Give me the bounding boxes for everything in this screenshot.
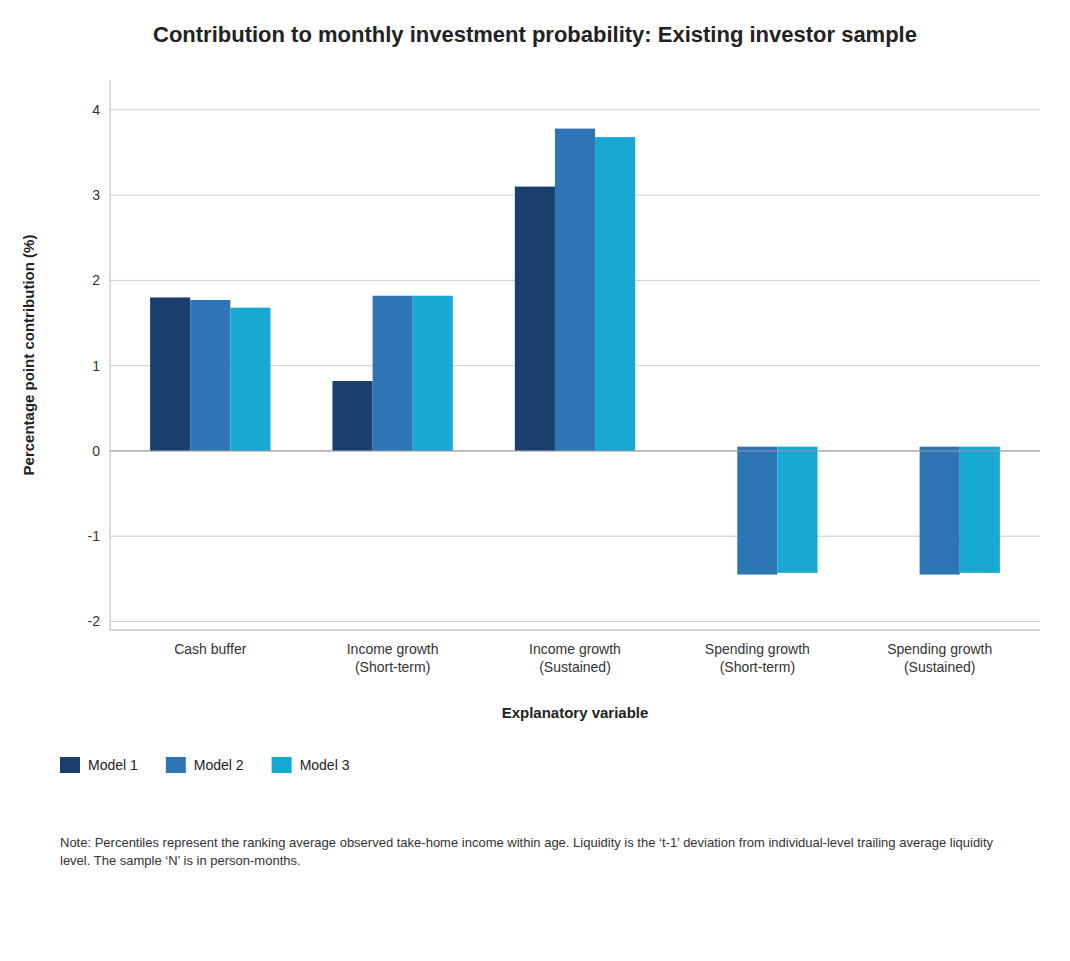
grid-line <box>110 621 1040 622</box>
legend-label: Model 3 <box>300 757 350 773</box>
y-axis-line <box>110 80 111 630</box>
y-tick-label: 0 <box>92 443 100 459</box>
bar <box>595 137 635 451</box>
bar <box>515 187 555 451</box>
bar <box>413 296 453 451</box>
x-tick-label: Income growth (Short-term) <box>347 641 439 675</box>
y-tick-label: 3 <box>92 187 100 203</box>
x-axis-label: Explanatory variable <box>502 704 649 721</box>
bar <box>150 297 190 450</box>
legend-swatch <box>272 757 292 773</box>
x-tick-label-line: (Short-term) <box>720 659 795 675</box>
bar <box>190 300 230 451</box>
x-tick-label-line: Income growth <box>529 641 621 657</box>
bar <box>920 447 960 451</box>
bar <box>777 451 817 573</box>
x-tick-label: Income growth (Sustained) <box>529 641 621 675</box>
bar <box>737 447 777 451</box>
bars <box>150 129 1000 575</box>
x-tick-label: Spending growth (Sustained) <box>887 641 992 675</box>
grid-line <box>110 536 1040 537</box>
bar <box>960 451 1000 573</box>
grid-line <box>110 109 1040 110</box>
legend-swatch <box>60 757 80 773</box>
y-tick-label: 1 <box>92 358 100 374</box>
bar <box>777 447 817 451</box>
x-tick-label: Cash buffer <box>174 641 246 657</box>
title: Contribution to monthly investment proba… <box>153 22 917 47</box>
bar <box>960 447 1000 451</box>
bar <box>555 129 595 451</box>
x-tick-label-line: (Sustained) <box>904 659 976 675</box>
x-tick-label-line: Income growth <box>347 641 439 657</box>
y-tick-label: 4 <box>92 102 100 118</box>
legend-swatch <box>166 757 186 773</box>
y-tick-label: 2 <box>92 272 100 288</box>
x-tick-label-line: (Short-term) <box>355 659 430 675</box>
chart: Contribution to monthly investment proba… <box>0 0 1070 830</box>
bar <box>230 308 270 451</box>
x-tick-label-line: Spending growth <box>887 641 992 657</box>
x-tick-label-line: Cash buffer <box>174 641 246 657</box>
note: Note: Percentiles represent the ranking … <box>0 830 1070 870</box>
x-tick-label: Spending growth (Short-term) <box>705 641 810 675</box>
x-tick-label-line: Spending growth <box>705 641 810 657</box>
x-tick-label-line: (Sustained) <box>539 659 611 675</box>
y-axis-label: Percentage point contribution (%) <box>20 235 37 476</box>
grid <box>110 110 1040 622</box>
y-tick-label: -2 <box>88 613 101 629</box>
bar <box>332 381 372 451</box>
grid-line <box>110 450 1040 451</box>
x-axis-line <box>110 630 1040 631</box>
legend-label: Model 1 <box>88 757 138 773</box>
legend: Model 1 Model 2 Model 3 <box>60 757 350 773</box>
zero-line <box>110 450 1040 451</box>
y-tick-label: -1 <box>88 528 101 544</box>
bar <box>373 296 413 451</box>
bar <box>920 451 960 575</box>
bar <box>737 451 777 575</box>
legend-label: Model 2 <box>194 757 244 773</box>
